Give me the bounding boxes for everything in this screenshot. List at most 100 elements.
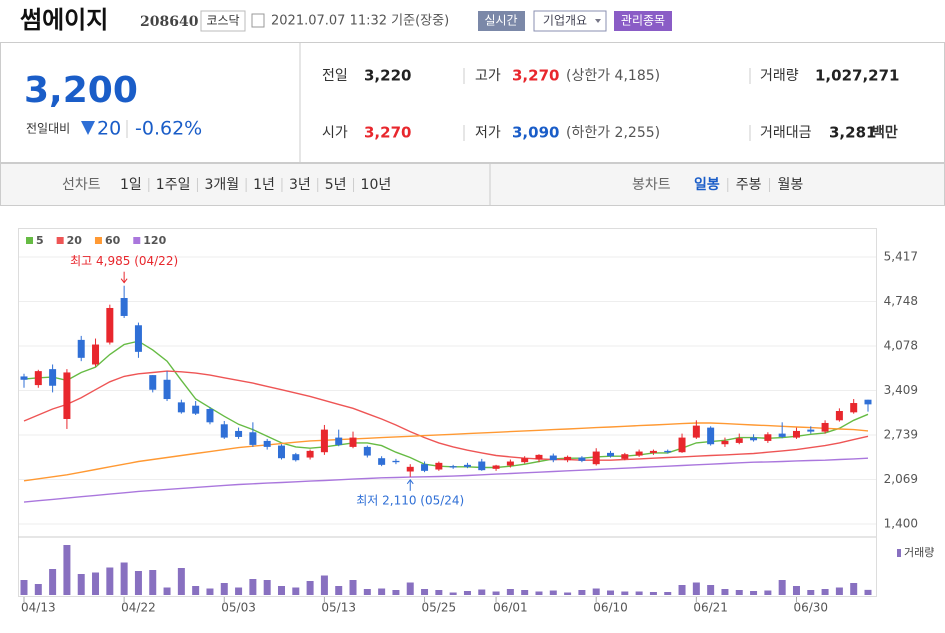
high-annotation: 최고 4,985 (04/22) [70, 254, 178, 268]
volume-bar [20, 580, 28, 595]
candle-body [864, 399, 872, 405]
legend-swatch [56, 237, 64, 244]
ma-line [23, 422, 869, 482]
price: 3,200 [24, 70, 138, 111]
open-value: 3,270 [364, 124, 411, 142]
tab-bar [0, 163, 945, 206]
ma-line [23, 340, 869, 469]
volume-bar [635, 591, 643, 595]
volume-bar [764, 590, 772, 595]
period-tab[interactable]: 3년 [289, 177, 311, 193]
volume-bar [177, 568, 185, 595]
managed-button[interactable] [614, 11, 672, 31]
volume-bar [750, 591, 758, 595]
lower-limit: (하한가 2,255) [566, 125, 660, 141]
candle-body [235, 430, 243, 437]
candle-body [349, 437, 357, 447]
candle-body [592, 451, 600, 465]
volume-bar [463, 591, 471, 595]
volume-bar [521, 590, 529, 595]
candle-body [206, 409, 214, 423]
legend-label: 5 [36, 234, 44, 247]
company-button[interactable] [533, 10, 607, 32]
volume-bar [106, 567, 114, 595]
legend-label: 120 [143, 234, 166, 247]
candle-body [435, 462, 443, 470]
company-label[interactable]: 기업개요 [543, 14, 587, 28]
volume-value: 1,027,271 [815, 67, 899, 85]
candle-body [463, 464, 471, 467]
volume-bar [292, 587, 300, 595]
candle-body [249, 432, 257, 445]
period-tab[interactable]: 5년 [325, 177, 347, 193]
volume-bar [721, 589, 729, 595]
volume-bar [778, 580, 786, 595]
x-tick-label: 05/13 [321, 601, 356, 615]
volume-bar [306, 581, 314, 595]
ma-line [23, 457, 869, 503]
candle-body [77, 339, 85, 358]
candle-tab[interactable]: 일봉 [694, 177, 720, 193]
volume-bar [692, 582, 700, 595]
tabs: 선차트 1일 1주일 3개월 1년 3년 5년 10년 봉차트 일봉 주봉 월봉 [62, 177, 803, 193]
change: 20 [97, 118, 121, 140]
candle-body [449, 466, 457, 468]
candle-tab[interactable]: 월봉 [778, 177, 804, 193]
managed-label[interactable]: 관리종목 [621, 14, 665, 28]
candle-body [792, 430, 800, 438]
volume-label: 거래량 [760, 68, 799, 84]
candle-body [678, 437, 686, 453]
candle-body [335, 437, 343, 445]
datetime: 2021.07.07 11:32 기준(장중) [271, 14, 449, 29]
volume-bar [592, 588, 600, 595]
period-tab[interactable]: 10년 [361, 177, 392, 193]
volume-bar [435, 590, 443, 595]
candle-body [664, 450, 672, 453]
candle-body [478, 461, 486, 471]
realtime-label[interactable]: 실시간 [484, 14, 517, 28]
x-tick-label: 06/10 [593, 601, 628, 615]
period-tab[interactable]: 3개월 [204, 177, 239, 193]
realtime-button[interactable] [478, 11, 525, 31]
change-rate: -0.62% [135, 118, 202, 140]
volume-bar [535, 591, 543, 595]
period-tab[interactable]: 1년 [253, 177, 275, 193]
x-tick-label: 06/01 [493, 601, 528, 615]
candle-body [421, 464, 429, 471]
amount-value: 3,281 [829, 124, 876, 142]
candle-body [850, 403, 858, 413]
volume-bar [821, 589, 829, 595]
candle-body [149, 375, 157, 390]
period-tab[interactable]: 1주일 [156, 177, 191, 193]
volume-bar [707, 585, 715, 595]
low-value: 3,090 [512, 124, 559, 142]
candle-body [163, 379, 171, 400]
x-tick-label: 04/13 [21, 601, 56, 615]
y-tick-label: 1,400 [884, 517, 918, 531]
open-label: 시가 [322, 125, 348, 141]
prev-label: 전일 [322, 68, 348, 84]
volume-bar [664, 592, 672, 595]
prev-value: 3,220 [364, 67, 411, 85]
volume-bar [735, 590, 743, 595]
volume-bar [564, 592, 572, 595]
candle-body [63, 372, 71, 419]
volume-bar [163, 587, 171, 595]
volume-bar [607, 590, 615, 595]
market-badge [200, 10, 246, 32]
candle-body [92, 344, 100, 365]
period-tab[interactable]: 1일 [120, 177, 142, 193]
market-label: 코스닥 [206, 14, 239, 28]
candle-tab[interactable]: 주봉 [736, 177, 762, 193]
candle-body [49, 369, 57, 386]
volume-bar [492, 591, 500, 595]
volume-bar [392, 590, 400, 595]
low-arrowhead [406, 478, 414, 485]
volume-bar [335, 586, 343, 595]
volume-bar [34, 584, 42, 595]
candle-body [821, 422, 829, 432]
candle-body [406, 466, 414, 472]
dropdown-caret [595, 19, 601, 23]
y-tick-label: 2,069 [884, 472, 918, 486]
volume-bar [249, 579, 257, 595]
